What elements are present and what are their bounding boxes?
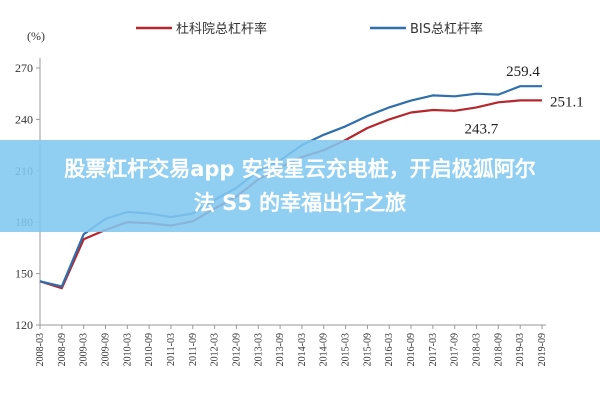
y-tick-label: 240 [15, 112, 33, 126]
x-tick-label: 2016-03 [384, 333, 395, 366]
annotation-label: 259.4 [506, 64, 540, 80]
x-tick-label: 2009-03 [79, 333, 90, 366]
overlay-line-2: 法 S5 的幸福出行之旅 [193, 191, 407, 215]
x-tick-label: 2010-03 [122, 333, 133, 366]
x-tick-label: 2015-03 [341, 333, 352, 366]
x-tick-label: 2011-09 [188, 333, 199, 366]
x-tick-label: 2019-03 [515, 333, 526, 366]
x-tick-label: 2012-03 [210, 333, 221, 366]
x-tick-label: 2016-09 [406, 333, 417, 366]
x-tick-label: 2011-03 [166, 333, 177, 366]
overlay-line-1: 股票杠杆交易app 安装星云充电桩，开启极狐阿尔 [64, 157, 536, 181]
overlay-banner[interactable]: 股票杠杆交易app 安装星云充电桩，开启极狐阿尔 法 S5 的幸福出行之旅 [0, 140, 600, 232]
x-tick-label: 2017-03 [428, 333, 439, 366]
legend-label-1: 杜科院总杠杆率 [176, 21, 267, 37]
x-tick-label: 2008-09 [57, 333, 68, 366]
x-tick-label: 2019-09 [537, 333, 548, 366]
legend-label-2: BIS总杠杆率 [410, 21, 483, 37]
x-tick-label: 2018-03 [472, 333, 483, 366]
x-tick-label: 2009-09 [100, 333, 111, 366]
x-tick-label: 2015-09 [362, 333, 373, 366]
x-tick-label: 2013-03 [253, 333, 264, 366]
x-tick-label: 2014-09 [319, 333, 330, 366]
x-tick-label: 2008-03 [35, 333, 46, 366]
y-tick-label: 270 [15, 61, 33, 75]
y-tick-label: 150 [15, 267, 33, 281]
overlay-text: 股票杠杆交易app 安装星云充电桩，开启极狐阿尔 法 S5 的幸福出行之旅 [64, 152, 536, 220]
y-tick-label: 120 [15, 318, 33, 332]
annotation-label: 243.7 [465, 121, 499, 137]
annotations: 259.4 251.1 243.7 [465, 64, 584, 137]
x-tick-label: 2012-09 [231, 333, 242, 366]
legend: 杜科院总杠杆率 BIS总杠杆率 [136, 21, 483, 37]
x-tick-label: 2017-09 [450, 333, 461, 366]
annotation-label: 251.1 [550, 94, 584, 110]
x-tick-label: 2013-09 [275, 333, 286, 366]
x-tick-label: 2010-09 [144, 333, 155, 366]
x-tick-label: 2018-09 [493, 333, 504, 366]
x-tick-label: 2014-03 [297, 333, 308, 366]
y-unit-label: (%) [27, 29, 45, 43]
